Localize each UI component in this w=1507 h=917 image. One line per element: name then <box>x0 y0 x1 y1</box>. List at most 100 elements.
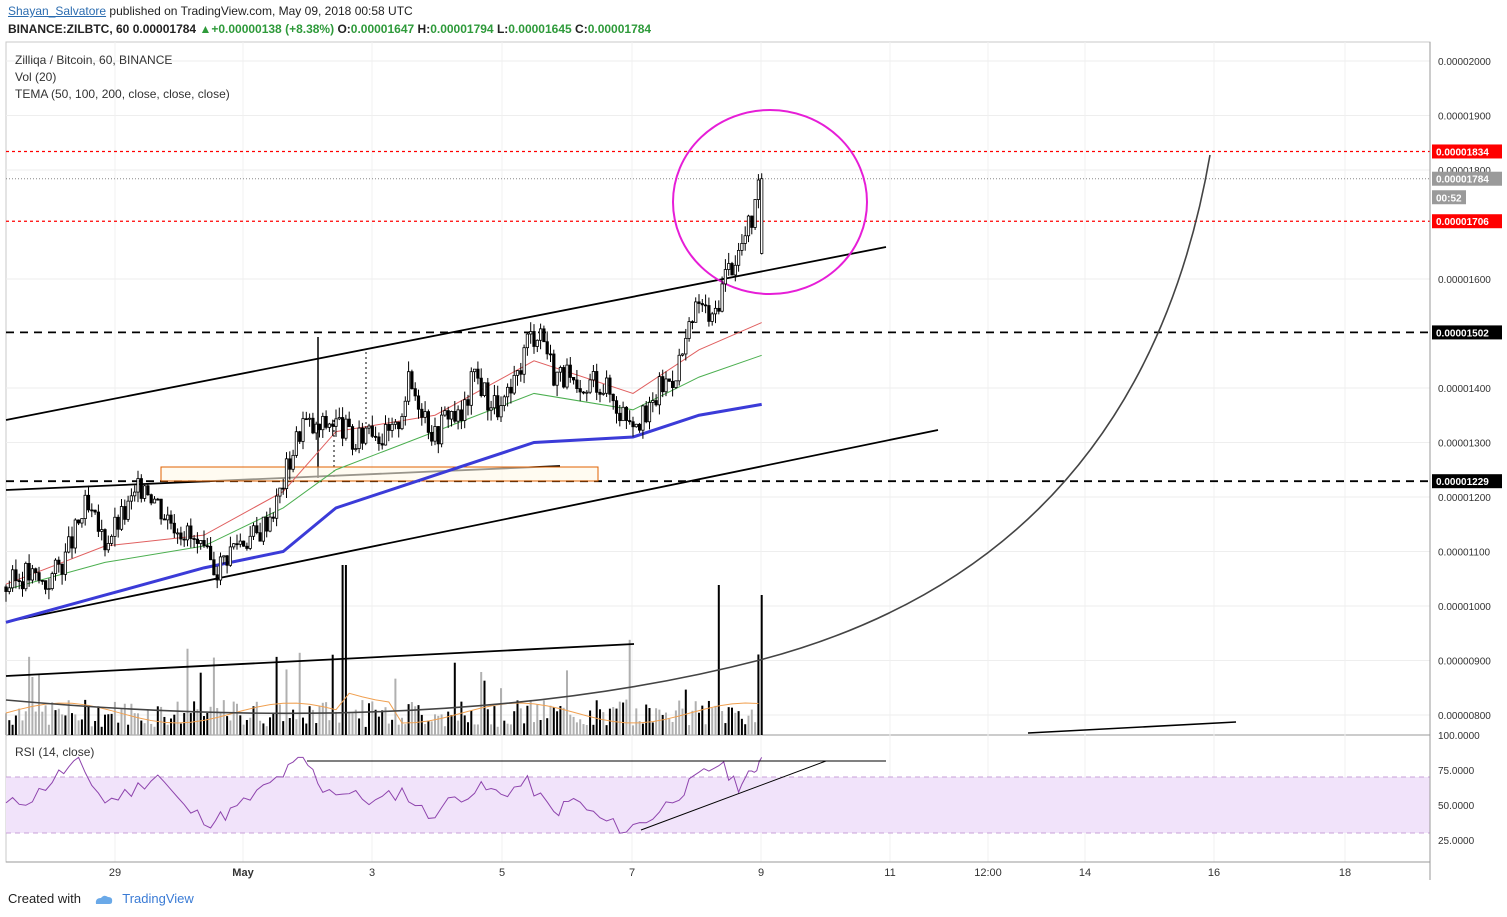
volume-bar <box>255 701 258 735</box>
candle-body <box>743 235 747 244</box>
candle-body <box>208 545 213 561</box>
rsi-legend[interactable]: RSI (14, close) <box>15 745 95 759</box>
time-tick-label: 18 <box>1339 867 1351 879</box>
volume-bar <box>41 711 44 735</box>
candle-body <box>453 411 457 422</box>
volume-bar <box>401 717 403 735</box>
candle-body <box>248 535 252 549</box>
volume-bar <box>179 723 182 735</box>
volume-bar <box>632 725 634 735</box>
volume-bar <box>678 700 681 735</box>
volume-bar <box>219 712 222 735</box>
volume-bar <box>691 710 694 735</box>
candle-body <box>502 396 506 406</box>
volume-bar <box>318 705 321 735</box>
candle-body <box>7 587 11 592</box>
time-tick-label: 11 <box>884 867 895 879</box>
highlight-circle <box>672 109 868 295</box>
candle-body <box>730 263 734 276</box>
volume-bar <box>193 701 196 735</box>
candle-body <box>304 418 308 421</box>
volume-bar <box>552 707 555 735</box>
volume-bar <box>519 708 522 735</box>
candle-body <box>271 516 275 519</box>
volume-bar <box>509 724 512 735</box>
candle-body <box>261 516 266 542</box>
volume-bar <box>575 722 578 735</box>
candle-body <box>205 545 209 548</box>
volume-bar <box>608 708 611 735</box>
candle-body <box>294 431 299 456</box>
candle-body <box>93 509 97 513</box>
volume-bar <box>117 722 120 735</box>
candle-body <box>746 215 751 237</box>
candle-body <box>47 588 51 590</box>
volume-bar <box>361 700 364 735</box>
candle-body <box>720 283 724 312</box>
price-tick-label: 0.00001300 <box>1438 439 1491 450</box>
tradingview-link[interactable]: TradingView <box>122 891 194 906</box>
candle-body <box>136 478 140 493</box>
candle-body <box>621 406 625 422</box>
time-tick-label: 5 <box>499 867 505 879</box>
candle-body <box>172 522 176 534</box>
last-price: 0.00001784 <box>132 22 197 36</box>
candle-body <box>651 400 655 403</box>
candle-body <box>73 519 77 549</box>
volume-bar <box>127 724 130 735</box>
candle-body <box>469 371 473 406</box>
candle-body <box>558 367 563 373</box>
candle-body <box>350 426 355 450</box>
candle-body <box>152 498 157 504</box>
candle-body <box>717 307 721 312</box>
candle-body <box>80 518 84 524</box>
volume-bar <box>189 713 192 735</box>
candle-body <box>321 415 325 431</box>
ema-slow-line <box>5 402 762 624</box>
volume-bar <box>651 722 654 735</box>
candle-body <box>327 423 332 428</box>
legend-symbol[interactable]: Zilliqa / Bitcoin, 60, BINANCE <box>15 53 173 67</box>
candle-body <box>690 321 695 324</box>
legend-tema[interactable]: TEMA (50, 100, 200, close, close, close) <box>15 87 230 101</box>
candle-body <box>77 519 81 524</box>
candle-body <box>463 399 467 421</box>
candle-body <box>539 328 543 341</box>
volume-bar <box>249 717 252 735</box>
volume-bar <box>486 709 489 735</box>
volume-bar <box>443 726 446 735</box>
volume-bar <box>104 714 106 735</box>
candle-body <box>647 402 652 423</box>
candle-body <box>674 380 678 388</box>
candle-body <box>274 495 279 519</box>
candle-body <box>60 563 64 575</box>
candle-body <box>195 538 199 544</box>
candle-body <box>532 331 536 347</box>
candle-body <box>565 364 569 388</box>
candle-body <box>750 215 754 228</box>
volume-bar <box>11 724 14 735</box>
volume-bar <box>315 723 318 735</box>
candle-body <box>182 538 186 541</box>
candle-body <box>156 498 160 501</box>
volume-bar <box>731 707 733 735</box>
candle-body <box>281 487 285 490</box>
volume-bar <box>212 657 215 735</box>
volume-bar <box>582 724 585 735</box>
footer: Created with TradingView <box>8 891 194 906</box>
tradingview-logo-icon <box>95 895 112 904</box>
candle-body <box>129 495 133 502</box>
author-link[interactable]: Shayan_Salvatore <box>8 4 107 18</box>
volume-bar <box>490 724 493 735</box>
volume-bar <box>467 722 469 735</box>
volume-bar <box>265 726 268 735</box>
candle-body <box>638 423 642 431</box>
candle-body <box>634 423 638 428</box>
price-tick-label: 0.00001900 <box>1438 112 1491 123</box>
legend-volume[interactable]: Vol (20) <box>15 70 57 84</box>
candle-body <box>357 427 361 449</box>
volume-bar <box>638 721 641 735</box>
channel-lower-line <box>5 429 939 623</box>
price-label-text: 0.00001784 <box>1436 175 1489 186</box>
candle-body <box>37 572 41 581</box>
